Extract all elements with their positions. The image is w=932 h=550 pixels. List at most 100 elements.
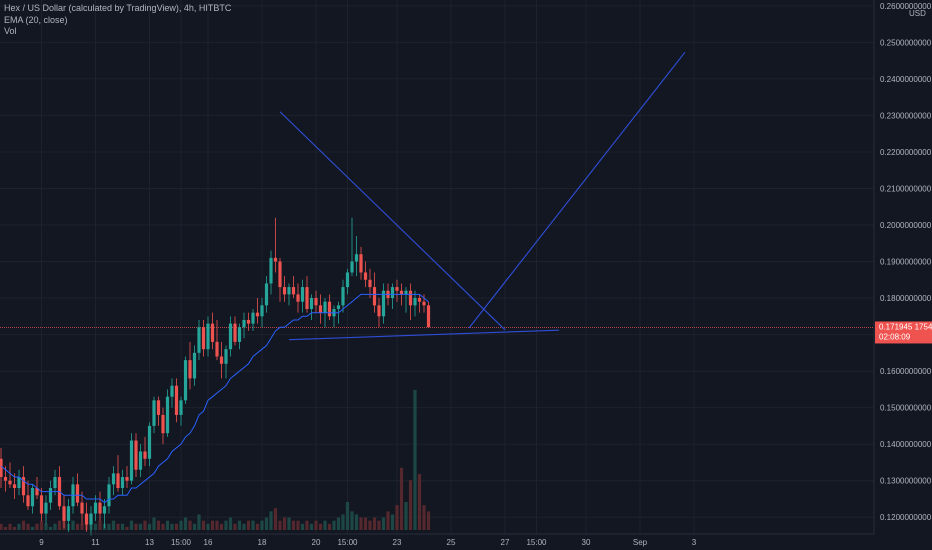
candle-body bbox=[300, 287, 305, 302]
candle bbox=[318, 294, 323, 324]
time-axis[interactable]: 9 11 13 15:00 16 18 20 15:00 23 25 27 15:00 30 Sep 3 bbox=[0, 533, 874, 547]
price-tick-label: 0.1300000000 bbox=[880, 477, 932, 486]
candle bbox=[372, 272, 377, 313]
trendline bbox=[279, 111, 506, 331]
volume-bar bbox=[404, 502, 408, 530]
candle bbox=[102, 498, 107, 529]
candle-body bbox=[116, 473, 120, 488]
volume-bar bbox=[332, 520, 336, 530]
ema-indicator-label[interactable]: EMA (20, close) bbox=[4, 14, 68, 25]
candle-body bbox=[278, 261, 282, 288]
candle-body bbox=[327, 301, 332, 317]
candle bbox=[206, 316, 210, 357]
candlesticks[interactable] bbox=[0, 217, 431, 536]
price-tick-label: 0.2000000000 bbox=[880, 221, 932, 230]
candle bbox=[53, 469, 57, 496]
time-tick-label: 9 bbox=[39, 538, 44, 547]
time-tick-label: 18 bbox=[258, 538, 267, 547]
candle bbox=[183, 356, 188, 404]
candle bbox=[413, 290, 417, 317]
volume-bar bbox=[107, 523, 111, 530]
candle-body bbox=[314, 298, 318, 306]
candle bbox=[210, 312, 215, 350]
volume-bar bbox=[174, 523, 179, 530]
candle-body bbox=[170, 385, 174, 397]
symbol-title[interactable]: Hex / US Dollar (calculated by TradingVi… bbox=[4, 3, 232, 13]
candle-body bbox=[350, 261, 354, 273]
candle-body bbox=[282, 287, 287, 295]
candle-body bbox=[3, 477, 8, 481]
volume-bar bbox=[8, 523, 12, 530]
candle bbox=[287, 283, 291, 306]
candle-body bbox=[66, 506, 71, 521]
price-tick-label: 0.1400000000 bbox=[880, 440, 932, 449]
time-tick-label: 20 bbox=[312, 538, 321, 547]
drawn-trendlines[interactable] bbox=[279, 51, 686, 341]
candle-body bbox=[17, 477, 21, 488]
candle bbox=[296, 283, 300, 313]
volume-bar bbox=[71, 520, 75, 530]
price-tick-label: 0.1800000000 bbox=[880, 294, 932, 303]
candle-body bbox=[395, 287, 399, 291]
candle bbox=[426, 301, 431, 328]
candle bbox=[417, 294, 422, 313]
candle-body bbox=[341, 287, 345, 306]
candle-body bbox=[35, 487, 39, 496]
candle-body bbox=[143, 451, 147, 459]
candle bbox=[201, 319, 206, 357]
volume-bar bbox=[147, 523, 152, 530]
candle bbox=[264, 276, 269, 313]
candle bbox=[242, 312, 246, 339]
candle bbox=[147, 422, 152, 467]
time-tick-label: 16 bbox=[204, 538, 213, 547]
candle-body bbox=[246, 319, 251, 324]
volume-bar bbox=[417, 474, 422, 530]
candle-body bbox=[48, 487, 53, 503]
candle bbox=[215, 319, 219, 361]
price-axis[interactable]: 0.2600000000 0.2500000000 0.2400000000 0.23… bbox=[873, 0, 932, 534]
volume-bar bbox=[98, 520, 102, 530]
volume-bar bbox=[251, 520, 255, 530]
volume-bar bbox=[143, 520, 147, 530]
candle bbox=[246, 312, 251, 331]
candle bbox=[134, 433, 138, 478]
candle-body bbox=[75, 484, 80, 503]
candle-body bbox=[210, 323, 215, 342]
chart-legend: Hex / US Dollar (calculated by TradingVi… bbox=[4, 3, 231, 38]
candle-body bbox=[296, 294, 300, 302]
volume-bar bbox=[192, 523, 197, 530]
candle-body bbox=[21, 477, 26, 496]
volume-bar bbox=[372, 517, 377, 530]
volume-bar bbox=[282, 517, 287, 530]
candle bbox=[404, 287, 408, 313]
volume-bar bbox=[296, 520, 300, 530]
candle-body bbox=[174, 385, 179, 415]
volume-bar bbox=[215, 520, 219, 530]
candle-body bbox=[372, 287, 377, 306]
candle bbox=[197, 319, 201, 361]
candle bbox=[111, 466, 116, 496]
time-tick-label: 15:00 bbox=[526, 538, 547, 547]
candle-body bbox=[404, 290, 408, 295]
candle-body bbox=[138, 451, 143, 470]
candle bbox=[75, 473, 80, 507]
volume-bar bbox=[53, 523, 57, 530]
time-tick-label: 15:00 bbox=[337, 538, 358, 547]
time-tick-label: 27 bbox=[501, 538, 510, 547]
candle-body bbox=[62, 506, 66, 521]
volume-bar bbox=[26, 523, 30, 530]
candle bbox=[359, 246, 363, 280]
volume-bar bbox=[287, 517, 291, 530]
volume-bar bbox=[264, 517, 269, 530]
candle-body bbox=[359, 254, 363, 273]
candle bbox=[309, 294, 314, 320]
volume-bar bbox=[327, 523, 332, 530]
candle bbox=[377, 298, 381, 328]
volume-bar bbox=[134, 523, 138, 530]
volume-bar bbox=[318, 523, 323, 530]
candle bbox=[305, 276, 309, 313]
candle-body bbox=[134, 440, 138, 470]
volume-bar bbox=[345, 502, 350, 530]
volume-indicator-label[interactable]: Vol bbox=[4, 26, 17, 36]
